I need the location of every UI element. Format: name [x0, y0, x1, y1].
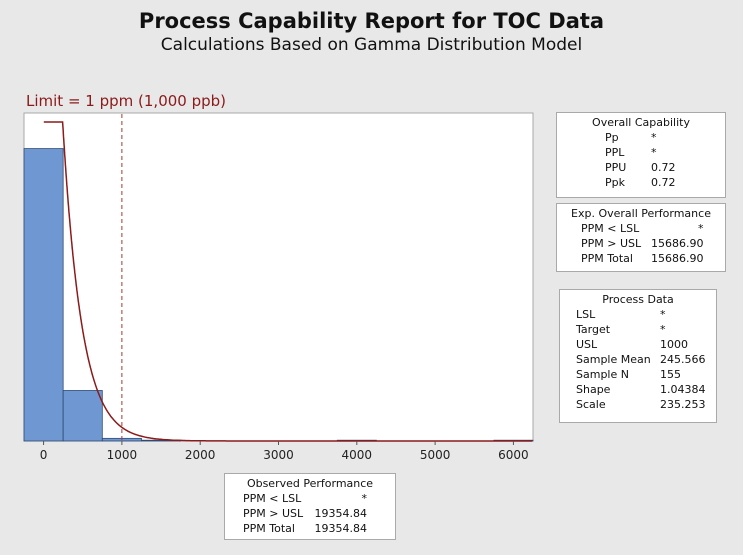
- process-data-label: Sample Mean: [576, 353, 651, 366]
- process-data-value: 155: [660, 368, 681, 381]
- observed-performance-label: PPM < LSL: [243, 492, 302, 505]
- observed-performance-label: PPM > USL: [243, 507, 304, 520]
- exp-performance-value: *: [698, 222, 704, 235]
- process-data-row: Target *: [576, 322, 712, 337]
- overall-capability-row: Pp *: [605, 130, 701, 145]
- observed-performance-value: 19354.84: [314, 522, 368, 535]
- exp-performance-value: 15686.90: [651, 252, 704, 265]
- overall-capability-label: PPU: [605, 161, 627, 174]
- x-tick-label: 4000: [342, 448, 373, 462]
- overall-capability-label: Pp: [605, 131, 619, 144]
- overall-capability-panel: Overall Capability Pp * PPL * PPU 0.72 Ppk 0.72: [556, 112, 726, 198]
- process-data-label: USL: [576, 338, 598, 351]
- process-data-row: Sample N 155: [576, 367, 712, 382]
- process-data-value: *: [660, 308, 666, 321]
- chart-title: Process Capability Report for TOC Data: [138, 9, 605, 33]
- x-tick-label: 3000: [263, 448, 294, 462]
- overall-capability-value: *: [651, 131, 657, 144]
- exp-performance-label: PPM Total: [581, 252, 633, 265]
- x-tick-label: 5000: [420, 448, 451, 462]
- gamma-fit-curve: [43, 121, 533, 442]
- exp-overall-performance-panel: Exp. Overall Performance PPM < LSL * PPM >…: [556, 203, 726, 272]
- observed-performance-value: 19354.84: [314, 507, 368, 520]
- x-tick-label: 1000: [107, 448, 138, 462]
- process-data-label: LSL: [576, 308, 596, 321]
- x-tick-label: 2000: [185, 448, 216, 462]
- x-tick-label: 0: [40, 448, 48, 462]
- process-data-label: Sample N: [576, 368, 629, 381]
- exp-performance-value: 15686.90: [651, 237, 704, 250]
- histogram-bar: [62, 390, 103, 442]
- process-data-row: Scale 235.253: [576, 397, 712, 412]
- exp-performance-label: PPM < LSL: [581, 222, 640, 235]
- process-data-title: Process Data: [602, 293, 674, 306]
- process-data-value: 245.566: [660, 353, 706, 366]
- observed-performance-row: PPM Total 19354.84: [243, 521, 367, 536]
- exp-performance-row: PPM Total 15686.90: [581, 251, 704, 266]
- process-data-label: Scale: [576, 398, 606, 411]
- overall-capability-row: Ppk 0.72: [605, 175, 701, 190]
- process-data-value: *: [660, 323, 666, 336]
- observed-performance-row: PPM > USL 19354.84: [243, 506, 367, 521]
- process-data-panel: Process Data LSL * Target * USL 1000 Sample Me…: [559, 289, 717, 423]
- overall-capability-value: 0.72: [651, 176, 676, 189]
- observed-performance-label: PPM Total: [243, 522, 295, 535]
- overall-capability-value: *: [651, 146, 657, 159]
- process-data-value: 235.253: [660, 398, 706, 411]
- x-tick-label: 6000: [498, 448, 529, 462]
- process-data-value: 1.04384: [660, 383, 706, 396]
- histogram-bar: [23, 148, 64, 442]
- overall-capability-label: Ppk: [605, 176, 625, 189]
- process-data-label: Target: [576, 323, 611, 336]
- plot-area: [23, 112, 534, 442]
- process-data-row: Shape 1.04384: [576, 382, 712, 397]
- overall-capability-value: 0.72: [651, 161, 676, 174]
- exp-overall-performance-title: Exp. Overall Performance: [571, 207, 711, 220]
- process-data-row: LSL *: [576, 307, 712, 322]
- limit-label: Limit = 1 ppm (1,000 ppb): [26, 92, 227, 110]
- exp-performance-label: PPM > USL: [581, 237, 642, 250]
- process-data-label: Shape: [576, 383, 611, 396]
- observed-performance-title: Observed Performance: [246, 477, 374, 490]
- observed-performance-value: *: [361, 492, 368, 505]
- observed-performance-row: PPM < LSL *: [243, 491, 367, 506]
- chart-subtitle: Calculations Based on Gamma Distribution…: [160, 35, 583, 55]
- overall-capability-label: PPL: [605, 146, 625, 159]
- overall-capability-title: Overall Capability: [592, 116, 690, 129]
- exp-performance-row: PPM > USL 15686.90: [581, 236, 704, 251]
- overall-capability-row: PPL *: [605, 145, 701, 160]
- process-data-row: Sample Mean 245.566: [576, 352, 712, 367]
- process-data-value: 1000: [660, 338, 688, 351]
- observed-performance-panel: Observed Performance PPM < LSL * PPM > USL…: [224, 473, 396, 540]
- exp-performance-row: PPM < LSL *: [581, 221, 704, 236]
- process-data-row: USL 1000: [576, 337, 712, 352]
- overall-capability-row: PPU 0.72: [605, 160, 701, 175]
